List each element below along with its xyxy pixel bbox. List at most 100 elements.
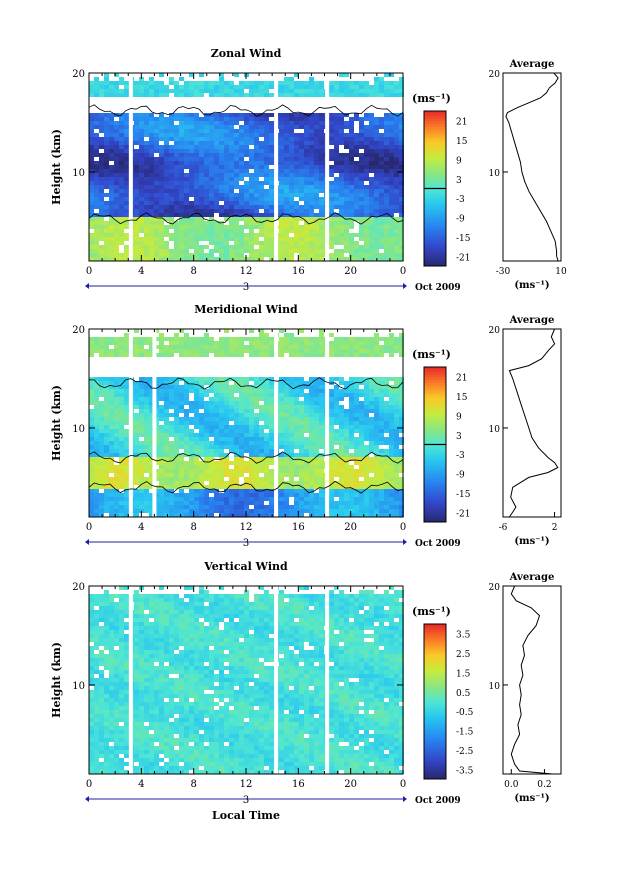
heatmap-cell [94,241,99,245]
heatmap-cell [294,441,299,445]
heatmap-cell [164,217,169,221]
heatmap-cell [269,405,274,409]
heatmap-cell [239,353,244,357]
heatmap-cell [304,149,309,153]
heatmap-cell [119,133,124,137]
heatmap-cell [379,165,384,169]
heatmap-cell [369,477,374,481]
heatmap-cell [394,205,399,209]
heatmap-cell [389,249,394,253]
heatmap-cell [349,249,354,253]
heatmap-cell [284,229,289,233]
heatmap-cell [374,393,379,397]
heatmap-cell [294,445,299,449]
heatmap-cell [259,349,264,353]
heatmap-cell [144,157,149,161]
heatmap-cell [89,89,94,93]
heatmap-cell [374,153,379,157]
heatmap-cell [299,481,304,485]
heatmap-cell [369,409,374,413]
heatmap-cell [169,453,174,457]
heatmap-cell [134,509,139,513]
heatmap-cell [174,337,179,341]
heatmap-cell [159,113,164,117]
colorbar-band [424,191,446,195]
heatmap-cell [249,181,254,185]
heatmap-cell [349,149,354,153]
heatmap-cell [89,245,94,249]
heatmap-cell [144,161,149,165]
heatmap-cell [119,497,124,501]
heatmap-cell [254,457,259,461]
heatmap-cell [219,245,224,249]
heatmap-cell [279,413,284,417]
heatmap-cell [114,421,119,425]
heatmap-cell [104,249,109,253]
heatmap-cell [249,245,254,249]
panel-title: Meridional Wind [194,303,298,316]
heatmap-cell [379,81,384,85]
heatmap-cell [384,405,389,409]
heatmap-cell [159,405,164,409]
heatmap-cell [99,417,104,421]
heatmap-cell [249,89,254,93]
heatmap-cell [174,389,179,393]
heatmap-cell [194,189,199,193]
heatmap-cell [304,205,309,209]
heatmap-cell [159,381,164,385]
heatmap-cell [149,89,154,93]
heatmap-cell [109,173,114,177]
heatmap-cell [264,453,269,457]
heatmap-cell [234,421,239,425]
heatmap-cell [214,141,219,145]
heatmap-cell [234,113,239,117]
heatmap-cell [239,89,244,93]
heatmap-cell [239,485,244,489]
heatmap-cell [169,509,174,513]
heatmap-cell [349,213,354,217]
heatmap-cell [334,353,339,357]
heatmap-cell [184,81,189,85]
heatmap-cell [269,121,274,125]
heatmap-cell [174,445,179,449]
heatmap-cell [344,245,349,249]
heatmap-cell [154,81,159,85]
heatmap-cell [319,385,324,389]
heatmap-cell [94,161,99,165]
heatmap-cell [104,405,109,409]
heatmap-cell [374,201,379,205]
heatmap-cell [134,93,139,97]
heatmap-cell [99,189,104,193]
heatmap-cell [284,85,289,89]
heatmap-cell [254,177,259,181]
heatmap-cell [279,185,284,189]
heatmap-cell [289,349,294,353]
heatmap-cell [284,149,289,153]
heatmap-cell [394,425,399,429]
colorbar-band [424,193,446,197]
heatmap-cell [319,177,324,181]
heatmap-cell [369,209,374,213]
heatmap-cell [109,377,114,381]
heatmap-cell [194,489,199,493]
heatmap-cell [199,185,204,189]
heatmap-cell [189,245,194,249]
heatmap-cell [174,461,179,465]
heatmap-cell [139,473,144,477]
heatmap-cell [174,209,179,213]
heatmap-cell [194,405,199,409]
heatmap-cell [149,121,154,125]
heatmap-cell [364,153,369,157]
heatmap-cell [109,217,114,221]
heatmap-cell [114,161,119,165]
heatmap-cell [249,385,254,389]
heatmap-cell [339,409,344,413]
heatmap-cell [294,485,299,489]
heatmap-cell [154,205,159,209]
heatmap-cell [214,185,219,189]
heatmap-cell [379,245,384,249]
heatmap-cell [169,157,174,161]
heatmap-cell [204,333,209,337]
heatmap-cell [114,477,119,481]
average-title: Average [509,59,555,70]
